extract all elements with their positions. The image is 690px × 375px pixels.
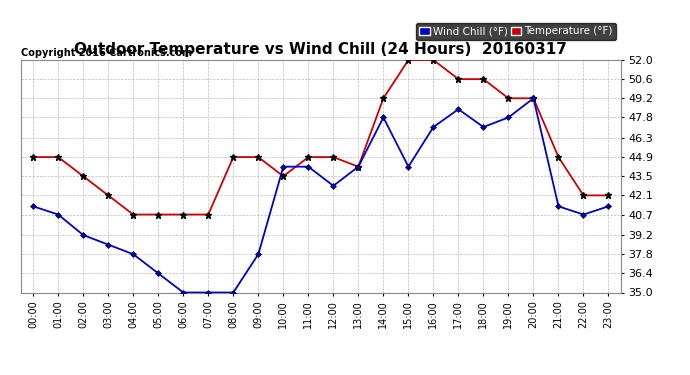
- Legend: Wind Chill (°F), Temperature (°F): Wind Chill (°F), Temperature (°F): [416, 23, 615, 40]
- Text: Copyright 2016 Cartronics.com: Copyright 2016 Cartronics.com: [21, 48, 192, 58]
- Title: Outdoor Temperature vs Wind Chill (24 Hours)  20160317: Outdoor Temperature vs Wind Chill (24 Ho…: [75, 42, 567, 57]
